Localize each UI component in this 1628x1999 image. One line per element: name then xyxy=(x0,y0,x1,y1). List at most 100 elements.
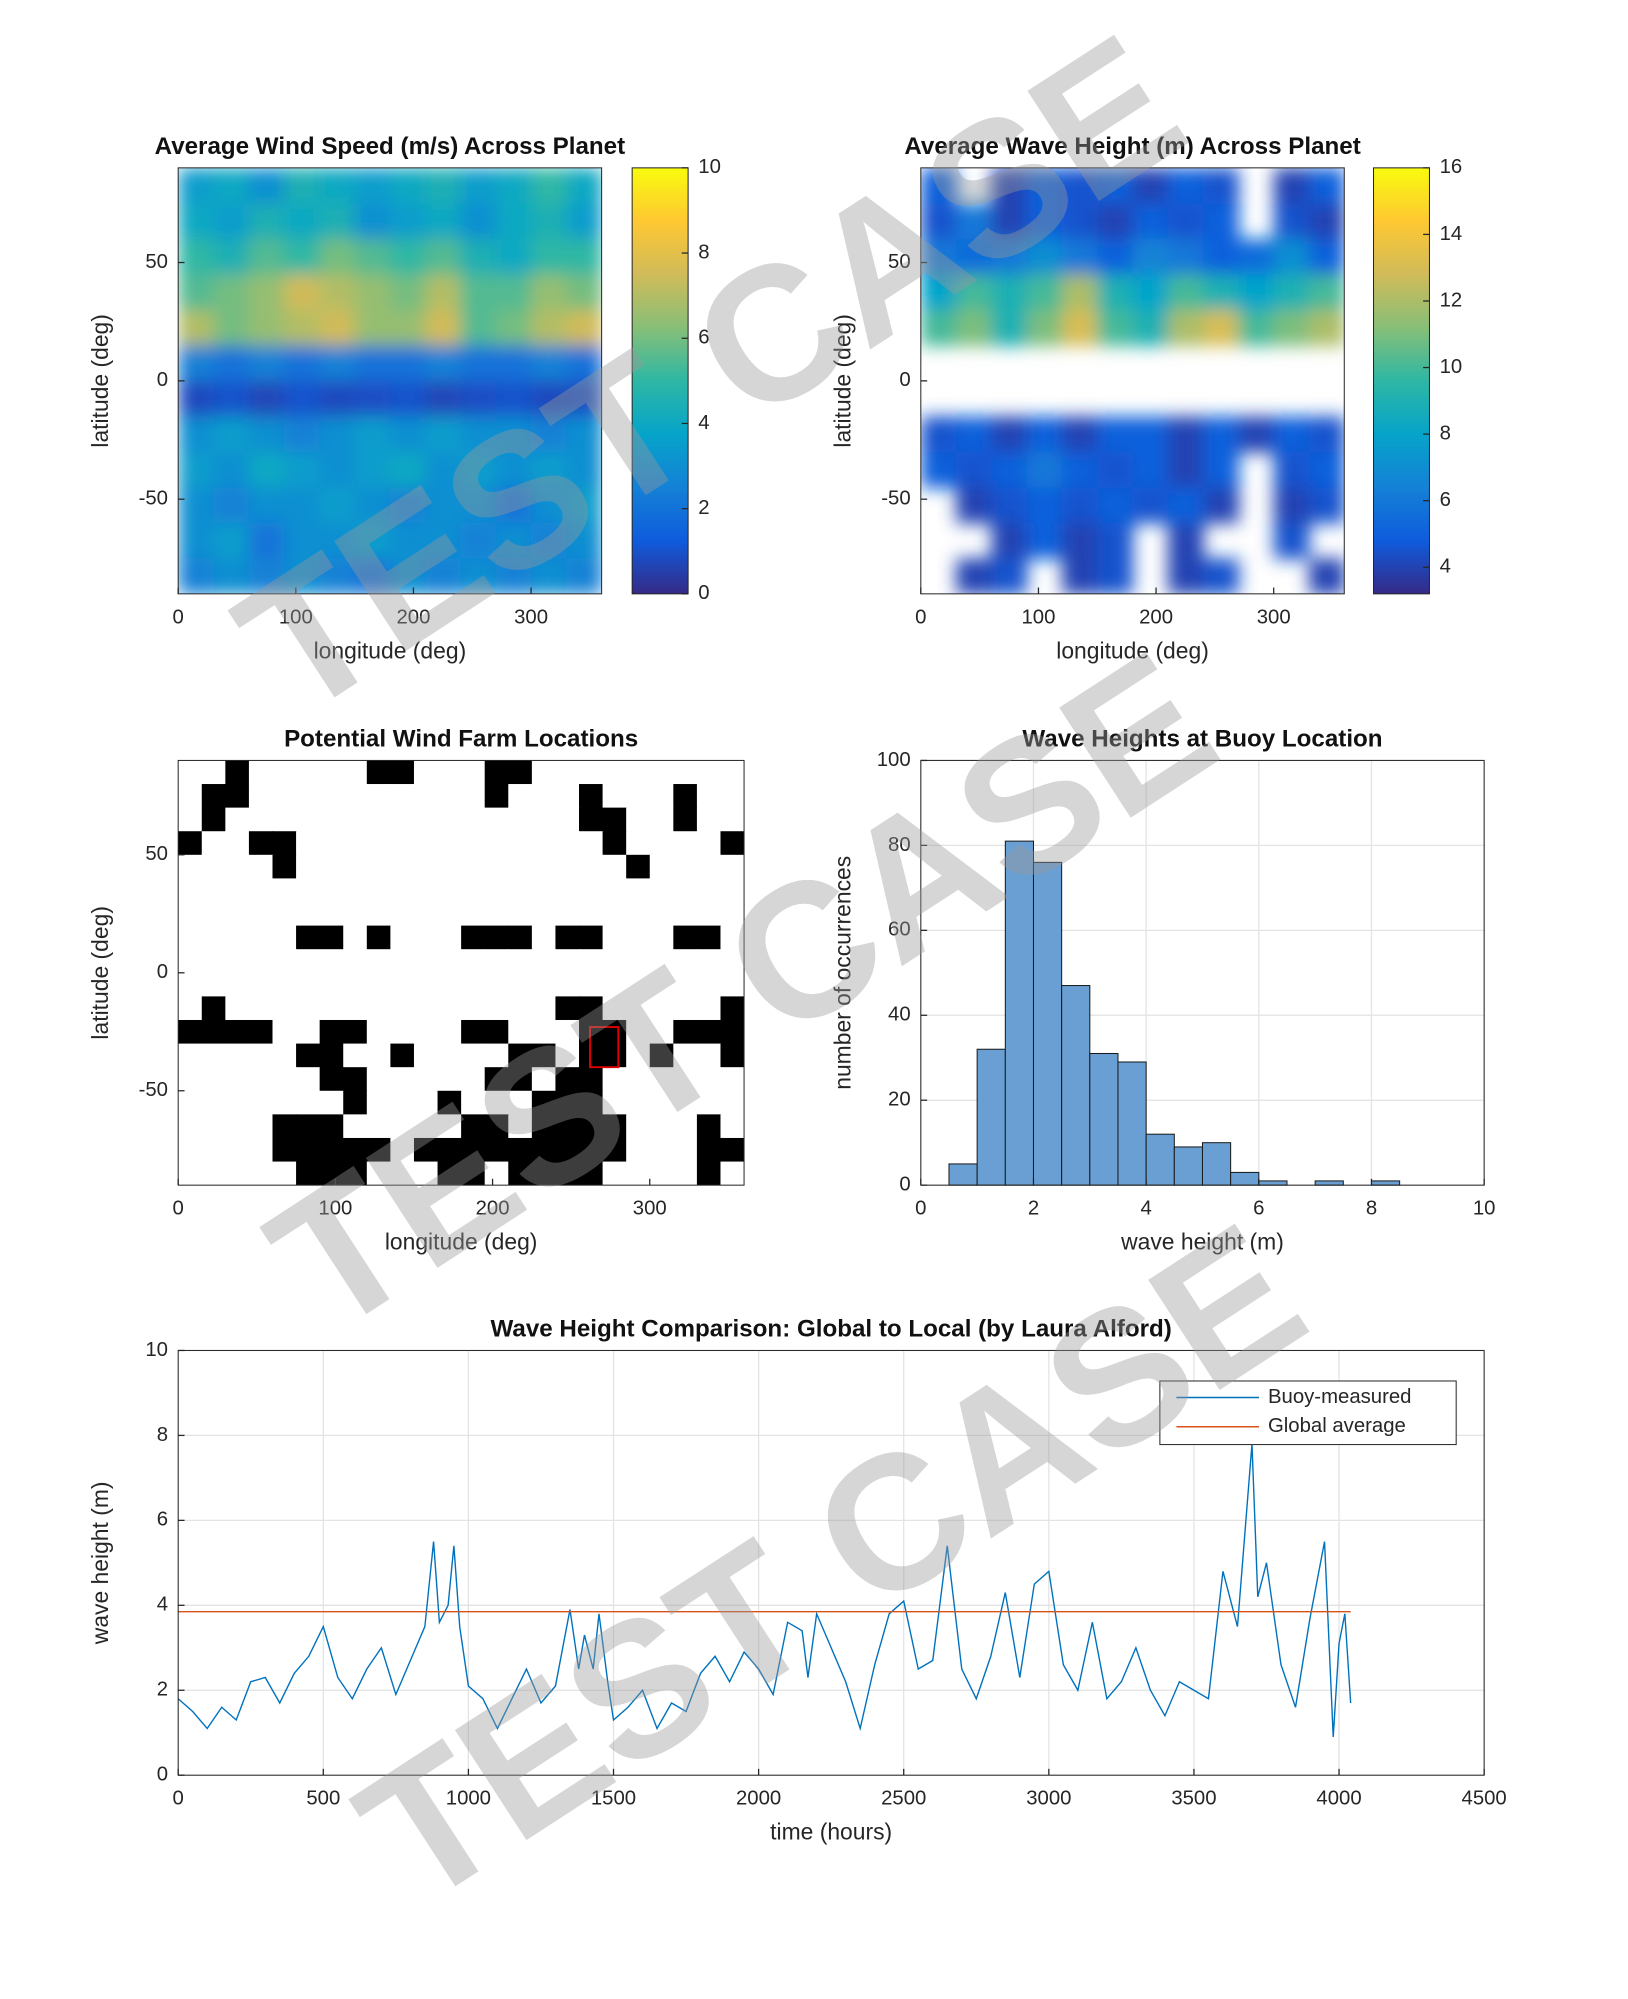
heatmap-cell xyxy=(248,807,274,832)
heatmap-cell xyxy=(920,238,957,276)
heatmap-cell xyxy=(1097,558,1134,594)
heatmap-cell xyxy=(461,784,486,809)
heatmap-cell xyxy=(319,487,356,524)
heatmap-cell xyxy=(720,854,745,880)
heatmap-cell xyxy=(225,784,250,809)
heatmap-cell xyxy=(461,1019,486,1045)
heatmap-cell xyxy=(248,831,274,856)
heatmap-cell xyxy=(178,784,203,809)
heatmap-cell xyxy=(626,949,651,974)
heatmap-cell xyxy=(720,902,745,927)
heatmap-cell xyxy=(390,1043,415,1068)
heatmap-cell xyxy=(248,451,285,489)
heatmap-cell xyxy=(602,949,627,974)
heatmap xyxy=(178,167,602,594)
axis-box xyxy=(920,759,1485,1186)
heatmap-cell xyxy=(1273,238,1310,276)
heatmap-cell xyxy=(1061,487,1099,524)
heatmap-cell xyxy=(319,203,356,240)
heatmap-cell xyxy=(566,380,602,418)
heatmap-cell xyxy=(696,854,722,880)
heatmap-cell xyxy=(1203,238,1240,276)
heatmap-cell xyxy=(602,760,627,785)
heatmap-cell xyxy=(508,878,533,903)
heatmap-cell xyxy=(272,1019,297,1045)
heatmap-cell xyxy=(178,487,215,524)
heatmap-cell xyxy=(284,416,321,453)
heatmap-cell xyxy=(201,854,227,880)
heatmap-cell xyxy=(437,949,462,974)
heatmap-cell xyxy=(425,558,462,594)
heatmap-cell xyxy=(248,784,274,809)
heatmap-cell xyxy=(366,784,392,809)
heatmap-cell xyxy=(354,345,391,382)
heatmap-cell xyxy=(225,760,250,785)
heatmap-cell xyxy=(390,925,415,950)
heatmap-cell xyxy=(248,878,274,903)
heatmap-cell xyxy=(626,831,651,856)
heatmap-cell xyxy=(178,380,215,418)
y-tick-label: 0 xyxy=(157,369,168,391)
heatmap-cell xyxy=(296,1043,321,1068)
heatmap-cell xyxy=(425,380,462,418)
heatmap-cell xyxy=(178,167,215,205)
heatmap-cell xyxy=(484,902,510,927)
heatmap-cell xyxy=(555,878,580,903)
heatmap-cell xyxy=(366,1019,392,1045)
heatmap-cell xyxy=(1097,203,1134,240)
heatmap-cell xyxy=(460,238,497,276)
heatmap-cell xyxy=(319,831,344,856)
heatmap-cell xyxy=(460,167,497,205)
colorbar-tick-label: 10 xyxy=(1440,356,1463,378)
heatmap-cell xyxy=(460,558,497,594)
heatmap-cell xyxy=(531,1161,557,1186)
histogram-bar xyxy=(976,1048,1006,1186)
heatmap-cell xyxy=(425,345,462,382)
colorbar-tick-label: 8 xyxy=(698,241,709,263)
heatmap-cell xyxy=(178,854,203,880)
heatmap-cell xyxy=(437,1114,462,1139)
heatmap-cell xyxy=(991,167,1028,205)
legend-box xyxy=(1159,1380,1457,1446)
heatmap-cell xyxy=(296,949,321,974)
heatmap-cell xyxy=(319,784,344,809)
heatmap-cell xyxy=(579,1137,604,1163)
y-tick-label: 80 xyxy=(888,834,911,856)
heatmap-cell xyxy=(296,784,321,809)
heatmap-cell xyxy=(413,784,439,809)
heatmap-cell xyxy=(602,1161,627,1186)
heatmap-cell xyxy=(425,487,462,524)
heatmap-cell xyxy=(696,949,722,974)
heatmap-cell xyxy=(284,167,321,205)
heatmap-cell xyxy=(319,902,344,927)
heatmap-cell xyxy=(413,854,439,880)
heatmap-cell xyxy=(461,1043,486,1068)
heatmap-cell xyxy=(319,416,356,453)
heatmap-cell xyxy=(531,238,568,276)
heatmap-cell xyxy=(389,167,426,205)
heatmap-cell xyxy=(343,1019,368,1045)
heatmap-cell xyxy=(1273,167,1310,205)
y-tick-label: 100 xyxy=(877,749,911,771)
heatmap-cell xyxy=(696,925,722,950)
heatmap-cell xyxy=(508,902,533,927)
heatmap-cell xyxy=(956,274,993,311)
heatmap-cell xyxy=(1132,238,1169,276)
histogram-bar xyxy=(1258,1180,1288,1186)
heatmap-cell xyxy=(920,451,957,489)
heatmap-cell xyxy=(508,831,533,856)
heatmap-cell xyxy=(248,949,274,974)
heatmap-cell xyxy=(413,996,439,1021)
heatmap-cell xyxy=(495,274,532,311)
heatmap-cell xyxy=(225,902,250,927)
y-axis-label: latitude (deg) xyxy=(87,314,113,448)
heatmap-cell xyxy=(508,949,533,974)
y-axis-label: wave height (m) xyxy=(87,1481,113,1645)
heatmap-cell xyxy=(248,309,285,347)
heatmap-cell xyxy=(413,1067,439,1092)
legend-label: Buoy-measured xyxy=(1268,1386,1412,1408)
heatmap-cell xyxy=(508,760,533,785)
heatmap-cell xyxy=(555,1043,580,1068)
heatmap-cell xyxy=(508,1161,533,1186)
heatmap-cell xyxy=(495,309,532,347)
